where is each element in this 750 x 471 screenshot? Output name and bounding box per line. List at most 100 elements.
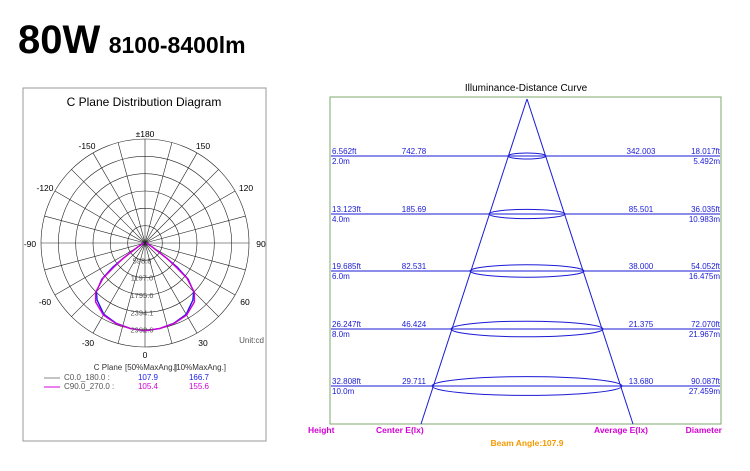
polar-grid-spoke [117,242,146,344]
row-height-ft: 19.685ft [332,262,362,271]
row-height-m: 10.0m [332,387,355,396]
polar-grid-spoke [44,215,146,244]
polar-grid-spoke [71,169,146,244]
row-center-lux: 742.78 [402,147,427,156]
row-diameter-m: 16.475m [689,272,720,281]
footer-center-label: Center E(lx) [376,425,424,435]
cone-row-ellipse [507,152,547,160]
cone-edge-left [420,98,528,425]
row-diameter-ft: 18.017ft [691,147,721,156]
polar-radial-label: 2394.1 [131,308,154,317]
row-height-ft: 6.562ft [332,147,357,156]
legend-row-c90-tenth: 155.6 [189,382,210,391]
polar-radial-label: 1197.0 [131,274,153,283]
row-center-lux: 46.424 [402,320,427,329]
row-diameter-m: 27.459m [689,387,720,396]
row-height-ft: 26.247ft [332,320,362,329]
lumen-range: 8100-8400lm [108,32,246,58]
power-rating: 80W [18,18,101,62]
cone-row-ellipse [450,320,604,338]
row-center-lux: 29.711 [402,377,426,386]
polar-angle-label: 0 [143,350,148,360]
polar-grid-spoke [54,242,146,296]
legend-row-c0-half: 107.9 [138,373,159,382]
polar-angle-label: ±180 [136,129,155,139]
polar-angle-label: -150 [78,141,95,151]
legend-row-c90-name: C90.0_270.0 : [64,382,114,391]
polar-chart: C Plane Distribution Diagram ±180 150 -150… [22,87,267,442]
polar-grid-spoke [144,142,173,244]
polar-grid-spoke [144,242,236,296]
polar-grid-spoke [144,190,236,244]
row-diameter-ft: 54.052ft [691,262,721,271]
legend-header-half: [50%MaxAng.] [125,363,177,372]
polar-grid-spoke [117,142,146,244]
row-average-lux: 13.680 [629,377,654,386]
polar-angle-label: -120 [36,183,53,193]
row-average-lux: 38.000 [629,262,654,271]
cone-row-ellipse [469,264,585,278]
polar-angle-label: -30 [82,338,95,348]
polar-grid-spoke [144,242,246,271]
legend-row-c0-tenth: 166.7 [189,373,210,382]
footer-beam-angle: Beam Angle:107.9 [491,438,564,448]
polar-grid-spoke [144,152,198,244]
illuminance-chart-frame [329,96,722,425]
legend-header-plane: C Plane [94,363,123,372]
polar-grid-spoke [92,152,146,244]
polar-angle-label: 90 [256,239,266,249]
cone-edge-right [526,98,634,425]
polar-angle-labels: ±180 150 -150 120 -120 90 -90 60 -60 30 -30 0 [24,129,266,360]
row-height-m: 8.0m [332,330,350,339]
polar-grid-spoke [71,242,146,317]
polar-grid-spoke [144,242,219,317]
footer-diameter-label: Diameter [686,425,723,435]
polar-angle-label: 120 [239,183,253,193]
polar-grid-spoke [92,242,146,334]
polar-angle-label: -90 [24,239,37,249]
row-average-lux: 342.003 [627,147,656,156]
polar-unit-label: Unit:cd [239,336,264,345]
polar-angle-label: 60 [240,297,250,307]
polar-grid-spoke [144,169,219,244]
row-average-lux: 21.375 [629,320,654,329]
polar-radial-label: 2992.6 [131,326,154,335]
row-diameter-m: 21.967m [689,330,720,339]
polar-radial-label: 598.8 [133,256,152,265]
row-height-ft: 13.123ft [332,205,362,214]
illuminance-chart-title: Illuminance-Distance Curve [465,83,588,94]
polar-curve-c90 [94,242,196,332]
polar-angle-label: 30 [198,338,208,348]
legend-row-c0-name: C0.0_180.0 : [64,373,110,382]
polar-grid-spoke [144,215,246,244]
polar-grid-spoke [54,190,146,244]
row-diameter-ft: 36.035ft [691,205,721,214]
row-height-m: 6.0m [332,272,350,281]
polar-angle-label: 150 [196,141,210,151]
polar-curves [94,242,196,332]
cone-row-ellipse [488,208,566,220]
polar-legend-table: C Plane [50%MaxAng.] [10%MaxAng.] C0.0_1… [44,363,226,391]
polar-grid [40,138,250,348]
row-center-lux: 82.531 [402,262,427,271]
polar-chart-title: C Plane Distribution Diagram [67,95,222,109]
row-center-lux: 185.69 [402,205,427,214]
cone-row-ellipse [431,376,623,396]
polar-grid-spoke [144,242,198,334]
polar-angle-label: -60 [39,297,52,307]
polar-grid-spoke [144,242,173,344]
legend-header-tenth: [10%MaxAng.] [174,363,226,372]
footer-height-label: Height [308,425,335,435]
row-diameter-ft: 90.087ft [691,377,721,386]
row-diameter-m: 5.492m [693,157,720,166]
product-header: 80W 8100-8400lm [18,18,246,63]
row-height-m: 4.0m [332,215,350,224]
cone-shape [420,98,634,425]
